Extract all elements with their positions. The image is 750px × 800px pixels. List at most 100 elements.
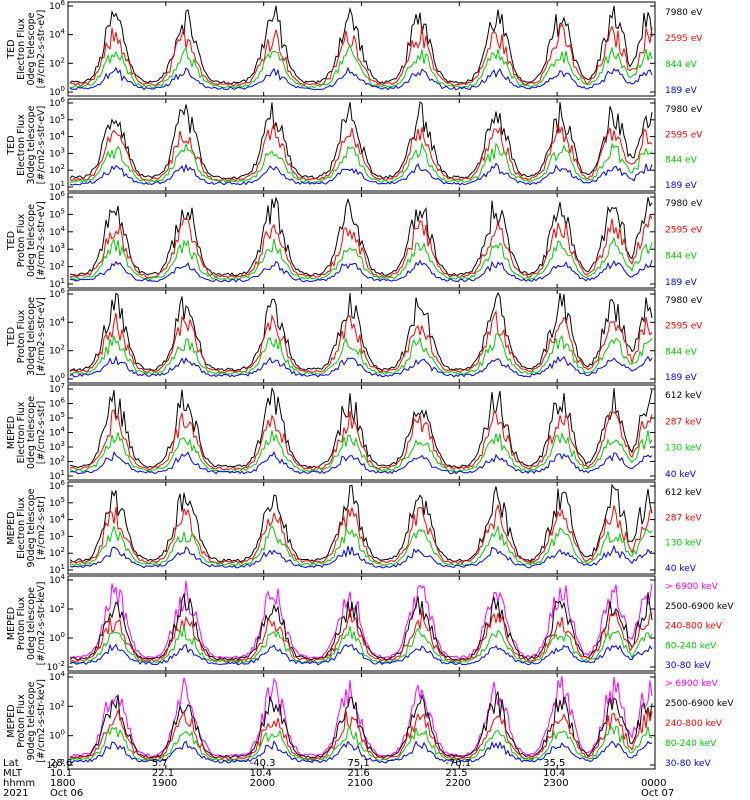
- ytick-label: 105: [49, 411, 65, 424]
- ytick-label: 106: [49, 287, 65, 300]
- ytick-label: 102: [49, 602, 65, 615]
- series-trace: [69, 524, 653, 567]
- legend-entry: 287 keV: [665, 513, 702, 523]
- legend-entry: 612 keV: [665, 391, 702, 401]
- xaxis-value: 0000: [641, 778, 666, 789]
- ylabel: MEPEDProton Flux90deg telescope[#/cm2-s-…: [6, 679, 47, 763]
- series-trace: [69, 708, 653, 761]
- xaxis-value: 2300: [543, 778, 568, 789]
- legend-entry: 7980 eV: [665, 199, 703, 209]
- legend-entry: 189 eV: [665, 86, 698, 96]
- legend-entry: 80-240 keV: [665, 739, 717, 749]
- series-trace: [69, 592, 653, 662]
- legend-entry: 240-800 keV: [665, 719, 723, 729]
- legend-entry: 2595 eV: [665, 322, 703, 332]
- legend-entry: 612 keV: [665, 488, 702, 498]
- series-trace: [69, 544, 653, 569]
- xaxis-row-label: MLT: [3, 768, 23, 779]
- ytick-label: 102: [49, 455, 65, 468]
- legend-entry: 40 keV: [665, 564, 697, 574]
- xaxis-value: 28.6: [50, 758, 72, 769]
- ytick-label: 104: [49, 670, 65, 683]
- ytick-label: 106: [49, 96, 65, 109]
- series-trace: [69, 409, 653, 471]
- ytick-label: 100: [49, 85, 65, 98]
- ytick-label: 103: [49, 146, 65, 159]
- legend-entry: 40 keV: [665, 470, 697, 480]
- legend-entry: > 6900 keV: [665, 679, 719, 689]
- legend-entry: 2595 eV: [665, 225, 703, 235]
- legend-entry: 189 eV: [665, 278, 698, 288]
- xaxis-row-label: hhmm: [3, 778, 35, 789]
- panel-frame: [67, 98, 656, 192]
- legend-entry: > 6900 keV: [665, 582, 719, 592]
- series-trace: [69, 503, 653, 565]
- series-trace: [69, 5, 653, 85]
- xaxis-value: 21.6: [348, 768, 370, 779]
- series-trace: [69, 101, 653, 180]
- panel-frame: [67, 192, 656, 289]
- ytick-label: 106: [49, 0, 65, 12]
- ytick-label: 104: [49, 130, 65, 143]
- series-trace: [69, 355, 653, 378]
- xaxis-value: 2100: [348, 778, 373, 789]
- xaxis-value: 22.1: [152, 768, 174, 779]
- xaxis-value: Oct 07: [641, 788, 674, 799]
- ytick-label: 102: [49, 163, 65, 176]
- legend-entry: 7980 eV: [665, 105, 703, 115]
- series-trace: [69, 213, 653, 279]
- ytick-label: 105: [49, 496, 65, 509]
- series-trace: [69, 141, 653, 184]
- ytick-label: 105: [49, 113, 65, 126]
- ylabel: TEDElectron Flux0deg telescope[#/cm2-s-s…: [6, 10, 47, 89]
- legend-entry: 287 keV: [665, 417, 702, 427]
- ytick-label: 102: [49, 56, 65, 69]
- series-trace: [69, 450, 653, 475]
- legend-entry: 30-80 keV: [665, 661, 711, 671]
- legend-entry: 80-240 keV: [665, 641, 717, 651]
- legend-entry: 2595 eV: [665, 34, 703, 44]
- legend-entry: 844 eV: [665, 156, 698, 166]
- series-trace: [69, 430, 653, 473]
- legend-entry: 844 eV: [665, 60, 698, 70]
- xaxis-value: 10.1: [50, 768, 72, 779]
- xaxis-value: 35.5: [543, 758, 565, 769]
- xaxis-value: 1800: [50, 778, 75, 789]
- legend-entry: 844 eV: [665, 252, 698, 262]
- series-trace: [69, 291, 653, 372]
- ytick-label: 10-2: [47, 758, 65, 771]
- series-trace: [69, 44, 653, 89]
- xaxis-value: 10.4: [543, 768, 565, 779]
- ytick-label: 100: [49, 631, 65, 644]
- xaxis-value: 21.5: [445, 768, 467, 779]
- ytick-label: 103: [49, 529, 65, 542]
- xaxis-value: 2000: [250, 778, 275, 789]
- ytick-label: 106: [49, 397, 65, 410]
- series-trace: [69, 483, 653, 563]
- ytick-label: 104: [49, 28, 65, 41]
- series-trace: [69, 691, 653, 759]
- series-trace: [70, 259, 653, 283]
- ytick-label: 101: [49, 180, 65, 193]
- ytick-label: 104: [49, 513, 65, 526]
- ytick-label: 104: [49, 225, 65, 238]
- ytick-label: 10-2: [47, 660, 65, 673]
- legend-entry: 189 eV: [665, 181, 698, 191]
- xaxis-row-label: Lat: [3, 758, 19, 769]
- ytick-label: 101: [49, 469, 65, 482]
- xaxis-value: 1900: [152, 778, 177, 789]
- ytick-label: 101: [49, 277, 65, 290]
- ytick-label: 102: [49, 344, 65, 357]
- ytick-label: 103: [49, 440, 65, 453]
- xaxis-value: -40.3: [250, 758, 276, 769]
- series-trace: [69, 236, 653, 281]
- legend-entry: 7980 eV: [665, 296, 703, 306]
- ytick-label: 106: [49, 190, 65, 203]
